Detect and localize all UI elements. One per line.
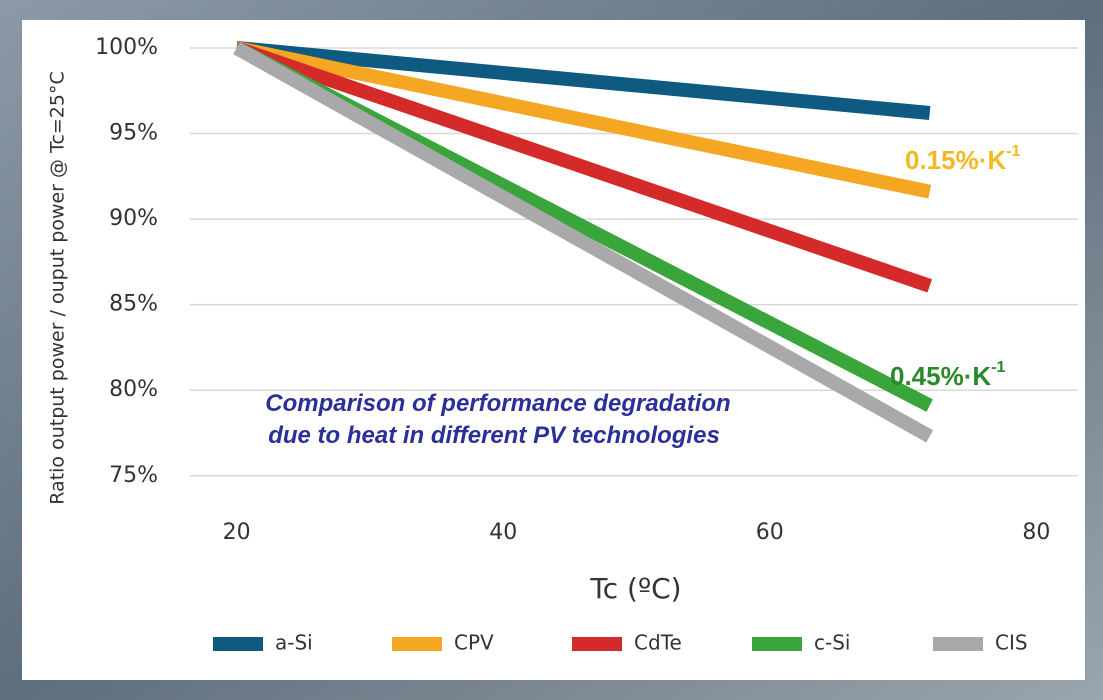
legend-swatch xyxy=(933,637,983,651)
x-tick-label: 80 xyxy=(1022,520,1050,545)
annotation-text: due to heat in different PV technologies xyxy=(268,422,720,449)
annotation-text: 0.15%·K xyxy=(905,145,1006,175)
annotation: 0.45%·K-1 xyxy=(890,359,1005,391)
legend-swatch xyxy=(752,637,802,651)
legend-label: c-Si xyxy=(814,631,850,655)
x-axis-label: Tc (ºC) xyxy=(589,572,681,605)
y-tick-label: 90% xyxy=(109,206,158,231)
legend-swatch xyxy=(572,637,622,651)
y-tick-label: 95% xyxy=(109,121,158,146)
x-tick-label: 20 xyxy=(223,520,251,545)
chart: Ratio output power / ouput power @ Tc=25… xyxy=(0,0,1103,700)
y-tick-label: 85% xyxy=(109,292,158,317)
y-tick-label: 75% xyxy=(109,463,158,488)
legend-label: CdTe xyxy=(634,631,682,655)
page: Ratio output power / ouput power @ Tc=25… xyxy=(0,0,1103,700)
x-tick-label: 60 xyxy=(756,520,784,545)
y-axis-label: Ratio output power / ouput power @ Tc=25… xyxy=(47,71,69,504)
y-tick-label: 80% xyxy=(109,377,158,402)
y-tick-label: 100% xyxy=(95,35,158,60)
legend-label: a-Si xyxy=(275,631,313,655)
annotation-sup: -1 xyxy=(991,359,1005,376)
annotation-text: 0.45%·K xyxy=(890,361,991,391)
legend-swatch xyxy=(392,637,442,651)
legend-label: CIS xyxy=(995,631,1028,655)
legend-swatch xyxy=(213,637,263,651)
x-tick-label: 40 xyxy=(489,520,517,545)
annotation-text: Comparison of performance degradation xyxy=(265,390,730,417)
legend-label: CPV xyxy=(454,631,494,655)
annotation-sup: -1 xyxy=(1006,143,1020,160)
annotation: Comparison of performance degradation xyxy=(265,390,730,417)
annotation: due to heat in different PV technologies xyxy=(268,422,720,449)
annotation: 0.15%·K-1 xyxy=(905,143,1020,175)
